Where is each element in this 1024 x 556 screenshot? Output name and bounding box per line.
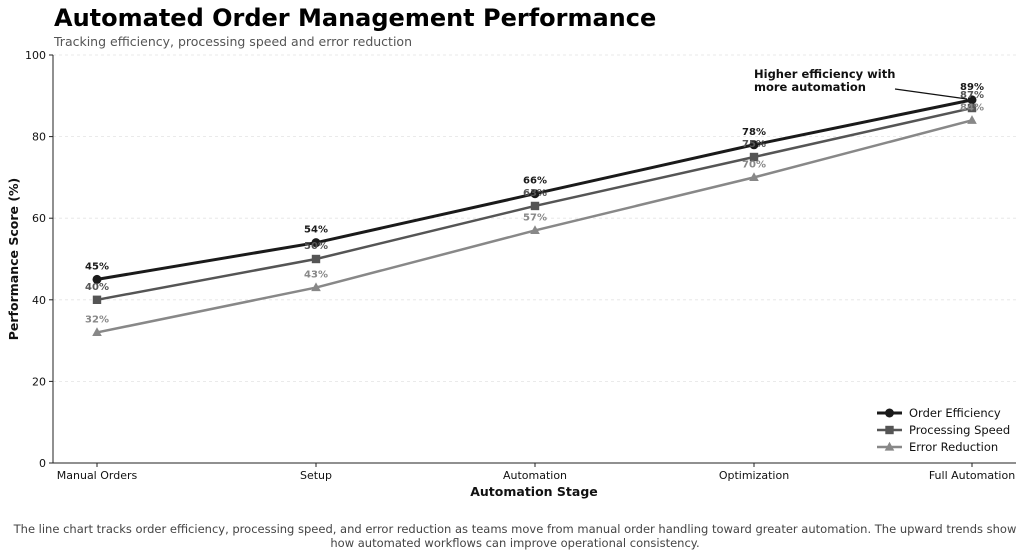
x-axis-label: Automation Stage (470, 484, 598, 499)
legend-label: Processing Speed (909, 423, 1010, 437)
data-label: 43% (304, 270, 328, 281)
data-label: 54% (304, 225, 328, 236)
data-point (311, 254, 321, 264)
data-point (92, 327, 102, 337)
y-tick-label: 80 (32, 131, 46, 144)
y-tick-label: 100 (25, 49, 46, 62)
data-label: 70% (742, 159, 766, 170)
chart-title: Automated Order Management Performance (54, 4, 657, 32)
annotation-line-2: more automation (754, 80, 866, 94)
y-tick-label: 60 (32, 212, 46, 225)
axes (52, 55, 1016, 464)
data-point (530, 225, 540, 235)
chart-caption: The line chart tracks order efficiency, … (13, 522, 1017, 550)
tick-labels: 0 20 40 60 80 100 Manual Orders Setup Automation… (25, 49, 1015, 482)
data-label: 75% (742, 139, 766, 150)
data-label: 78% (742, 127, 766, 138)
data-label: 87% (960, 90, 984, 101)
legend: Order Efficiency Processing Speed Error Re… (877, 406, 1010, 454)
x-tick-label: Manual Orders (57, 469, 138, 482)
data-label: 57% (523, 212, 547, 223)
data-labels: 45% 54% 66% 78% 89% 40% 50% 63% 75% 87% 32% 43% 57% 7… (85, 82, 984, 326)
legend-label: Order Efficiency (909, 406, 1001, 420)
data-point (311, 282, 321, 292)
data-point (311, 238, 321, 248)
chart-subtitle: Tracking efficiency, processing speed an… (54, 34, 412, 49)
x-tick-label: Full Automation (929, 469, 1015, 482)
data-label: 66% (523, 176, 547, 187)
legend-label: Error Reduction (909, 440, 998, 454)
data-point (967, 103, 977, 113)
data-point (967, 115, 977, 124)
annotation: Higher efficiency with more automation (754, 67, 968, 100)
annotation-text: Higher efficiency with more automation (754, 67, 899, 94)
grid-lines (53, 54, 1016, 382)
legend-marker (884, 441, 895, 451)
line-chart: 0 20 40 60 80 100 Manual Orders Setup Automation… (6, 49, 1016, 499)
y-tick-label: 40 (32, 294, 46, 307)
data-point (967, 95, 977, 105)
data-point (749, 172, 759, 181)
data-label: 89% (960, 82, 984, 93)
data-label: 63% (523, 188, 547, 199)
data-label: 45% (85, 261, 109, 272)
series-lines (92, 95, 977, 337)
data-label: 32% (85, 314, 109, 325)
data-point (530, 189, 540, 199)
data-point (92, 295, 102, 304)
annotation-line-1: Higher efficiency with (754, 67, 895, 81)
x-tick-label: Automation (503, 469, 567, 482)
data-point (92, 274, 102, 284)
data-label: 50% (304, 241, 328, 252)
annotation-arrow (894, 88, 968, 100)
data-point (530, 201, 540, 211)
data-point (749, 152, 759, 162)
y-tick-label: 0 (39, 457, 46, 470)
data-label: 84% (960, 102, 984, 113)
legend-marker (885, 425, 894, 435)
x-tick-label: Optimization (719, 469, 789, 482)
data-point (749, 140, 759, 150)
data-label: 40% (85, 282, 109, 293)
y-axis-label: Performance Score (%) (6, 178, 21, 341)
x-tick-label: Setup (300, 469, 332, 482)
y-tick-label: 20 (32, 375, 46, 388)
legend-marker (885, 408, 894, 418)
